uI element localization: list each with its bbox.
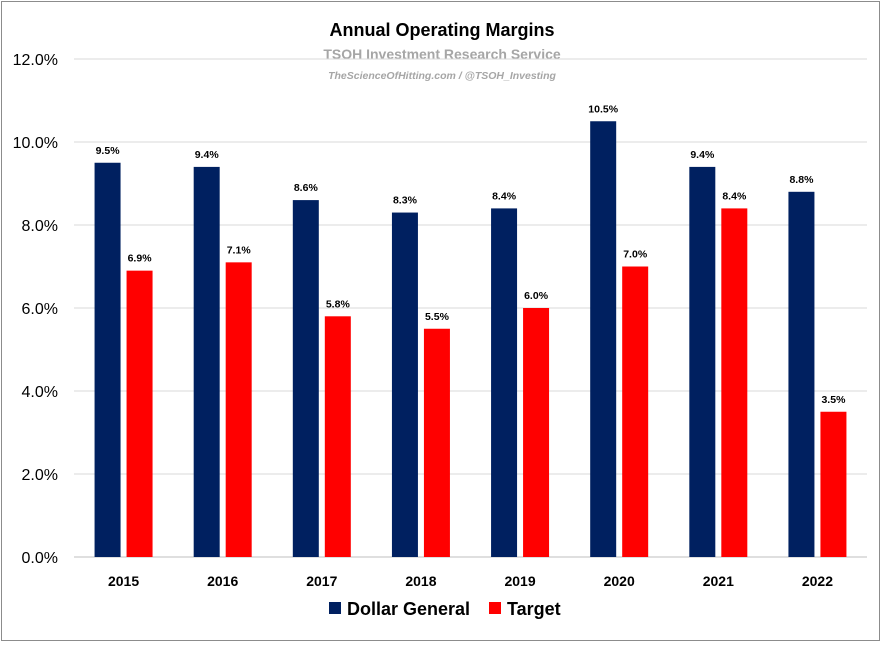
x-category-label: 2022 xyxy=(802,573,833,589)
bar-target-2022 xyxy=(820,411,847,557)
bar-target-2017 xyxy=(324,316,351,557)
gridlines xyxy=(74,58,867,558)
data-labels: 9.5% 6.9% 9.4% 7.1% 8.6% 5.8% 8.3% 5.5% 8.4% 6.0%… xyxy=(96,103,846,406)
x-category-label: 2019 xyxy=(504,573,535,589)
data-label: 8.4% xyxy=(722,190,747,202)
x-category-label: 2017 xyxy=(306,573,337,589)
data-label: 8.6% xyxy=(294,182,319,194)
data-label: 7.1% xyxy=(227,244,252,256)
y-tick-label: 0.0% xyxy=(22,550,58,567)
x-category-label: 2020 xyxy=(604,573,635,589)
bar-dollar-general-2019 xyxy=(491,208,518,557)
data-label: 5.8% xyxy=(326,298,351,310)
chart-subtitle: TSOH Investment Research Service xyxy=(323,46,561,62)
data-label: 7.0% xyxy=(623,249,648,261)
chart-title: Annual Operating Margins xyxy=(329,20,554,40)
bar-dollar-general-2017 xyxy=(292,200,319,557)
chart-source: TheScienceOfHitting.com / @TSOH_Investin… xyxy=(328,70,556,82)
data-label: 6.0% xyxy=(524,290,549,302)
y-tick-label: 2.0% xyxy=(22,467,58,484)
data-label: 5.5% xyxy=(425,311,450,323)
data-label: 9.4% xyxy=(690,149,715,161)
data-label: 6.9% xyxy=(128,253,153,265)
bar-dollar-general-2015 xyxy=(94,162,121,557)
bar-target-2016 xyxy=(225,262,252,557)
bar-dollar-general-2021 xyxy=(689,166,716,557)
data-label: 8.4% xyxy=(492,190,517,202)
y-tick-label: 6.0% xyxy=(22,301,58,318)
bar-target-2019 xyxy=(523,308,550,557)
x-category-label: 2018 xyxy=(405,573,436,589)
data-label: 9.5% xyxy=(96,145,121,157)
bar-dollar-general-2022 xyxy=(788,191,815,558)
legend: Dollar General Target xyxy=(329,599,561,619)
bar-dollar-general-2018 xyxy=(391,212,418,558)
x-category-label: 2016 xyxy=(207,573,238,589)
legend-label-dollar-general: Dollar General xyxy=(347,599,470,619)
data-label: 3.5% xyxy=(821,394,846,406)
legend-swatch-target xyxy=(489,602,501,614)
bar-target-2021 xyxy=(721,208,748,557)
legend-label-target: Target xyxy=(507,599,561,619)
y-tick-label: 8.0% xyxy=(22,218,58,235)
bar-target-2018 xyxy=(423,328,450,557)
x-category-label: 2021 xyxy=(703,573,734,589)
bar-dollar-general-2016 xyxy=(193,166,220,557)
data-label: 9.4% xyxy=(195,149,220,161)
x-category-label: 2015 xyxy=(108,573,139,589)
y-axis-ticks: 0.0% 2.0% 4.0% 6.0% 8.0% 10.0% 12.0% xyxy=(13,52,58,567)
legend-swatch-dollar-general xyxy=(329,602,341,614)
bar-target-2020 xyxy=(622,266,649,557)
y-tick-label: 12.0% xyxy=(13,52,58,69)
x-axis-categories: 2015 2016 2017 2018 2019 2020 2021 2022 xyxy=(108,573,833,589)
bars xyxy=(94,121,847,558)
y-tick-label: 10.0% xyxy=(13,135,58,152)
data-label: 8.3% xyxy=(393,195,418,207)
data-label: 10.5% xyxy=(588,103,618,115)
bar-target-2015 xyxy=(126,270,153,557)
y-tick-label: 4.0% xyxy=(22,384,58,401)
bar-dollar-general-2020 xyxy=(590,121,617,557)
data-label: 8.8% xyxy=(789,174,814,186)
